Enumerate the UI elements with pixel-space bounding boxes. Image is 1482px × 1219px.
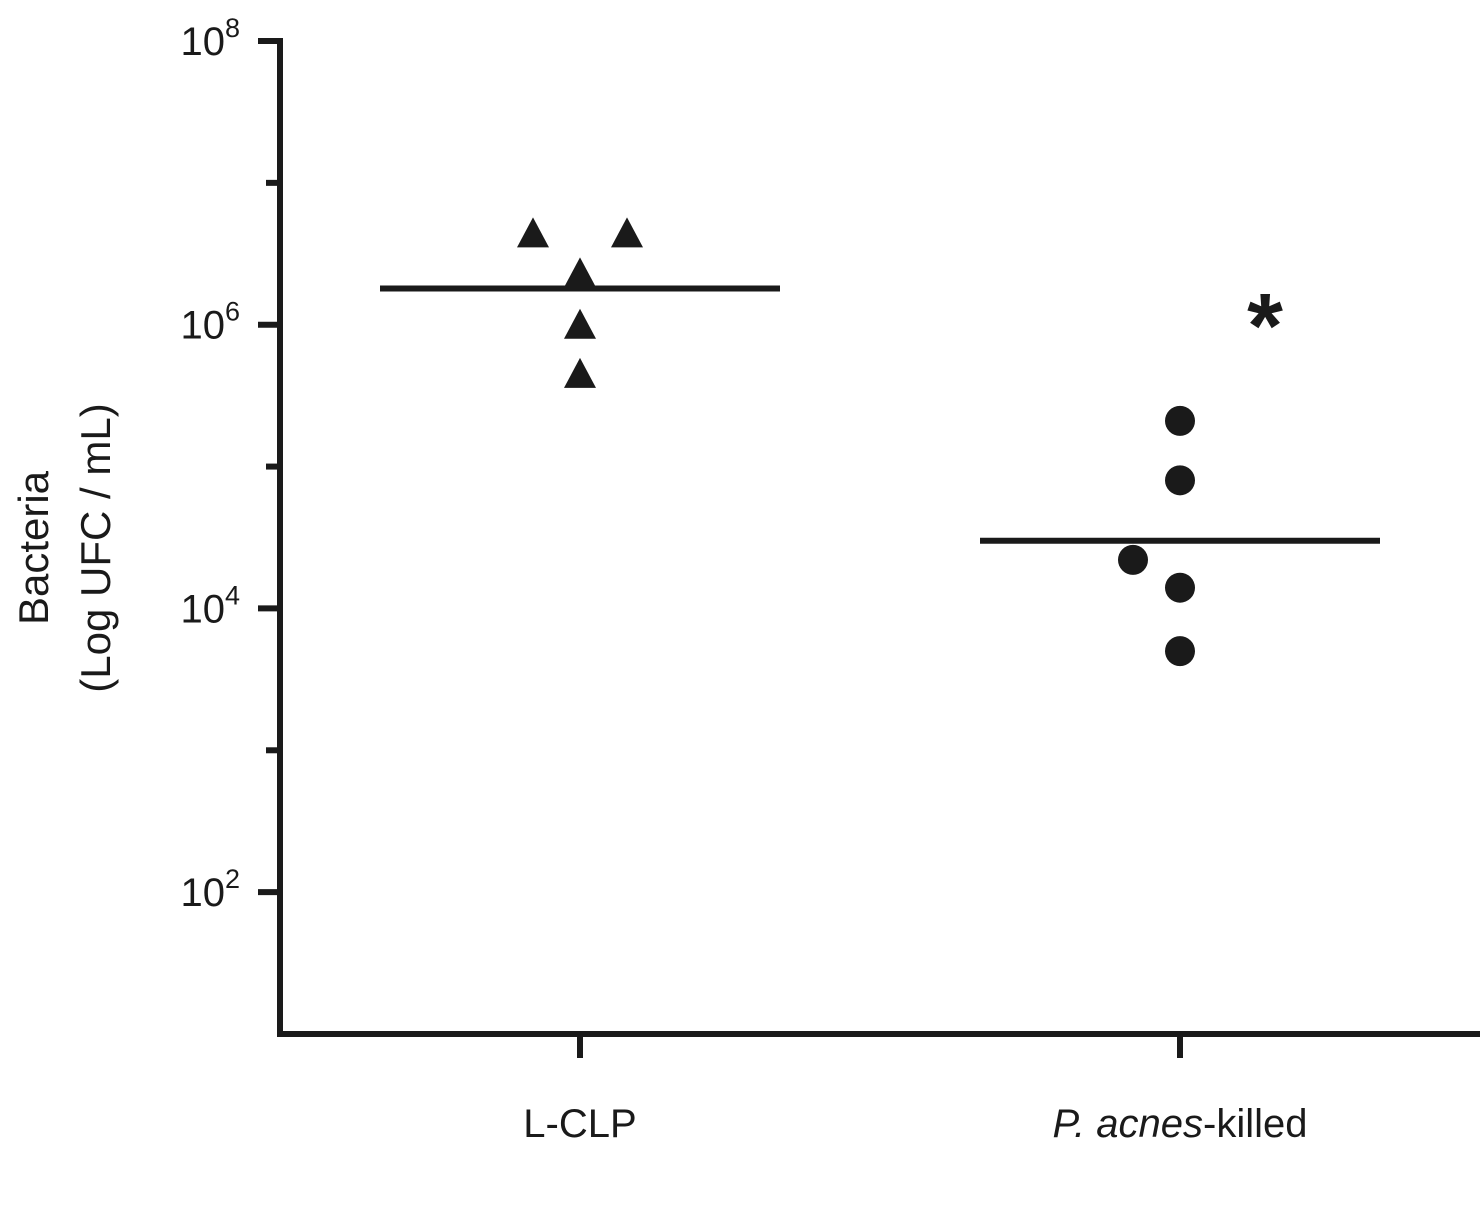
significance-asterisk: *: [1247, 276, 1283, 378]
triangle-point: [564, 257, 596, 288]
triangle-point: [564, 308, 596, 339]
annotations: *: [1247, 276, 1283, 378]
y-axis-label-line2: (Log UFC / mL): [72, 403, 119, 692]
circle-point: [1165, 465, 1195, 496]
y-tick-label: 108: [180, 13, 240, 64]
y-tick-label: 104: [180, 580, 240, 631]
axes: [277, 38, 1480, 1037]
triangle-point: [611, 217, 643, 248]
triangle-point: [517, 217, 549, 248]
triangle-point: [564, 357, 596, 388]
circle-point: [1165, 405, 1195, 436]
x-category-label: L-CLP: [523, 1102, 636, 1146]
circle-point: [1165, 636, 1195, 667]
y-axis-ticks: 102 104 106 108: [180, 13, 280, 915]
circle-point: [1165, 572, 1195, 603]
x-axis-ticks: L-CLP P. acnes-killed: [523, 1034, 1307, 1146]
circle-point: [1118, 544, 1148, 575]
y-tick-label: 102: [180, 864, 240, 915]
y-tick-label: 106: [180, 297, 240, 348]
data-points: [517, 217, 1195, 667]
y-axis-label-line1: Bacteria: [10, 470, 57, 625]
x-category-label: P. acnes-killed: [1053, 1102, 1308, 1146]
median-lines: [380, 285, 1380, 544]
